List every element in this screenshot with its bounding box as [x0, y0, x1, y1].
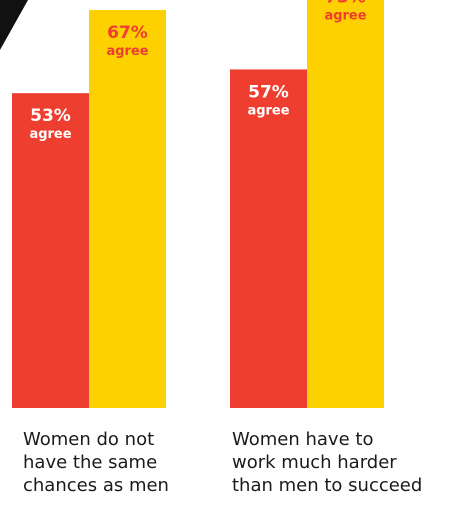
category-label-1: Women do not have the same chances as me…	[23, 428, 169, 497]
bar-1-series-1-value-label: 53%	[30, 106, 71, 126]
category-label-2-line-3: than men to succeed	[232, 475, 423, 496]
bar-2-series-2-value-label: 73%	[325, 0, 366, 7]
category-label-1-line-2: have the same	[23, 452, 158, 473]
bar-2-series-1	[230, 69, 307, 409]
category-label-2: Women have to work much harder than men …	[232, 428, 422, 497]
bar-2-series-1-agree-label: agree	[247, 103, 289, 118]
corner-decoration	[0, 0, 28, 50]
bar-2-series-1-value-label: 57%	[248, 82, 289, 102]
bar-2-series-2-agree-label: agree	[324, 8, 366, 23]
bar-1-series-2-agree-label: agree	[106, 44, 148, 59]
category-label-2-line-2: work much harder	[232, 452, 397, 473]
category-label-1-line-3: chances as men	[23, 475, 169, 496]
bar-1-series-2-value-label: 67%	[107, 23, 148, 43]
bar-1-series-2	[89, 10, 166, 409]
category-label-2-line-1: Women have to	[232, 429, 374, 450]
bar-1-series-1	[12, 93, 89, 409]
category-label-1-line-1: Women do not	[23, 429, 155, 450]
bar-2-series-2	[307, 0, 384, 408]
bar-1-series-1-agree-label: agree	[29, 127, 71, 142]
